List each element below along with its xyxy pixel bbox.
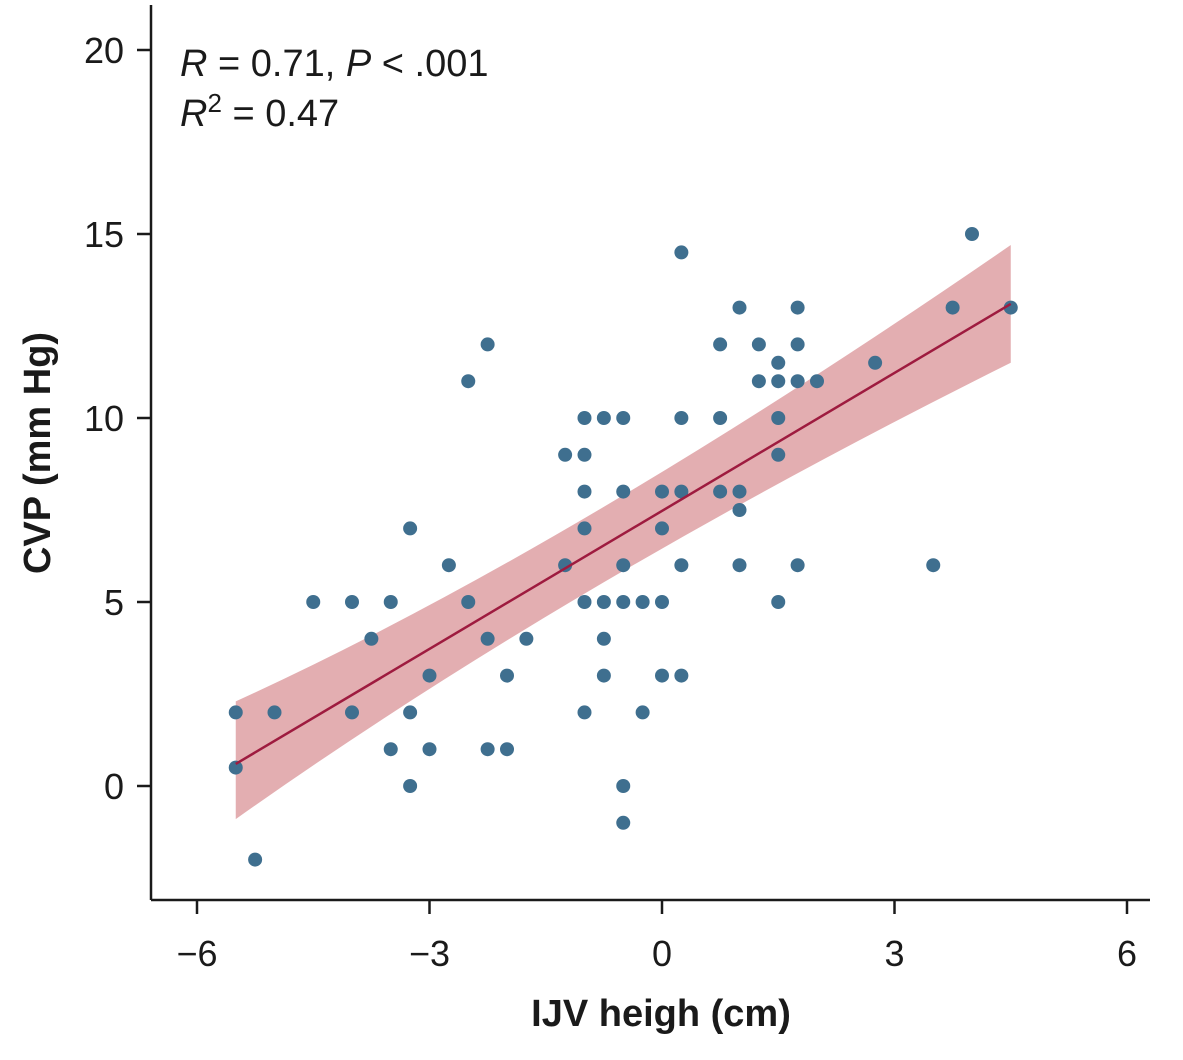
data-point	[635, 705, 650, 720]
data-point	[383, 742, 398, 757]
data-point	[577, 521, 592, 536]
data-point	[403, 521, 418, 536]
data-point	[790, 300, 805, 315]
data-point	[616, 595, 631, 609]
data-point	[577, 705, 592, 720]
data-point	[674, 484, 689, 499]
y-tick-label: 10	[84, 398, 124, 439]
data-point	[422, 668, 437, 683]
data-point	[674, 411, 689, 425]
x-tick-label: 6	[1117, 933, 1137, 974]
regression-line	[235, 302, 1012, 765]
data-point	[868, 355, 883, 370]
data-point	[480, 631, 495, 646]
data-point	[596, 595, 611, 609]
data-point	[228, 760, 243, 775]
data-point	[674, 558, 689, 573]
stats-annotation: R = 0.71, P < .001 R2 = 0.47	[180, 43, 488, 135]
data-point	[345, 595, 359, 609]
data-point	[655, 484, 669, 499]
data-point	[500, 742, 514, 757]
data-point	[616, 558, 631, 573]
x-tick-label: −3	[409, 933, 450, 974]
data-point	[403, 779, 418, 793]
data-point	[616, 411, 631, 425]
y-tick-label: 15	[84, 214, 124, 255]
data-point	[713, 411, 728, 425]
y-tick-label: 0	[104, 766, 124, 807]
confidence-band	[235, 245, 1011, 820]
data-point	[713, 484, 728, 499]
data-point	[616, 815, 631, 830]
data-point	[926, 558, 941, 573]
data-point	[577, 447, 592, 462]
x-tick-label: 0	[652, 933, 672, 974]
data-point	[751, 337, 766, 352]
data-point	[674, 245, 689, 260]
data-point	[945, 300, 960, 315]
data-point	[480, 337, 495, 352]
data-point	[596, 411, 611, 425]
data-point	[655, 668, 669, 683]
data-point	[771, 355, 786, 370]
data-point	[480, 742, 495, 757]
data-point	[771, 374, 786, 389]
data-point	[732, 300, 747, 315]
data-point	[383, 595, 398, 609]
data-point	[965, 227, 979, 241]
data-point	[810, 374, 824, 389]
data-point	[790, 337, 805, 352]
data-point	[596, 668, 611, 683]
data-point	[558, 447, 573, 462]
x-tick-label: 3	[884, 933, 904, 974]
data-point	[771, 447, 786, 462]
data-point	[461, 374, 476, 389]
data-point	[364, 631, 379, 646]
y-tick-label: 5	[104, 582, 124, 623]
data-point	[519, 631, 534, 646]
data-point	[306, 595, 321, 609]
data-point	[616, 779, 631, 793]
data-point	[248, 852, 263, 867]
data-point	[228, 705, 243, 720]
data-point	[790, 558, 805, 573]
data-point	[655, 521, 669, 536]
data-point	[577, 411, 592, 425]
r-squared-text: R2 = 0.47	[180, 88, 339, 135]
x-tick-label: −6	[176, 933, 217, 974]
y-tick-label: 20	[84, 30, 124, 71]
data-point	[403, 705, 418, 720]
data-point	[635, 595, 650, 609]
data-point	[441, 558, 456, 573]
data-point	[713, 337, 728, 352]
data-point	[345, 705, 359, 720]
data-point	[732, 503, 747, 517]
data-point	[616, 484, 631, 499]
x-axis-title: IJV heigh (cm)	[531, 993, 791, 1035]
data-point	[732, 558, 747, 573]
data-point	[558, 558, 573, 573]
data-point	[751, 374, 766, 389]
data-point	[422, 742, 437, 757]
data-point	[500, 668, 514, 683]
data-point	[461, 595, 476, 609]
data-point	[267, 705, 282, 720]
data-point	[577, 595, 592, 609]
data-point	[674, 668, 689, 683]
data-point	[655, 595, 669, 609]
data-point	[790, 374, 805, 389]
y-axis-title: CVP (mm Hg)	[17, 332, 59, 574]
data-point	[732, 484, 747, 499]
data-point	[1003, 300, 1018, 315]
data-point	[771, 411, 786, 425]
correlation-text: R = 0.71, P < .001	[180, 43, 488, 85]
data-point	[771, 595, 786, 609]
data-point	[596, 631, 611, 646]
data-point	[577, 484, 592, 499]
